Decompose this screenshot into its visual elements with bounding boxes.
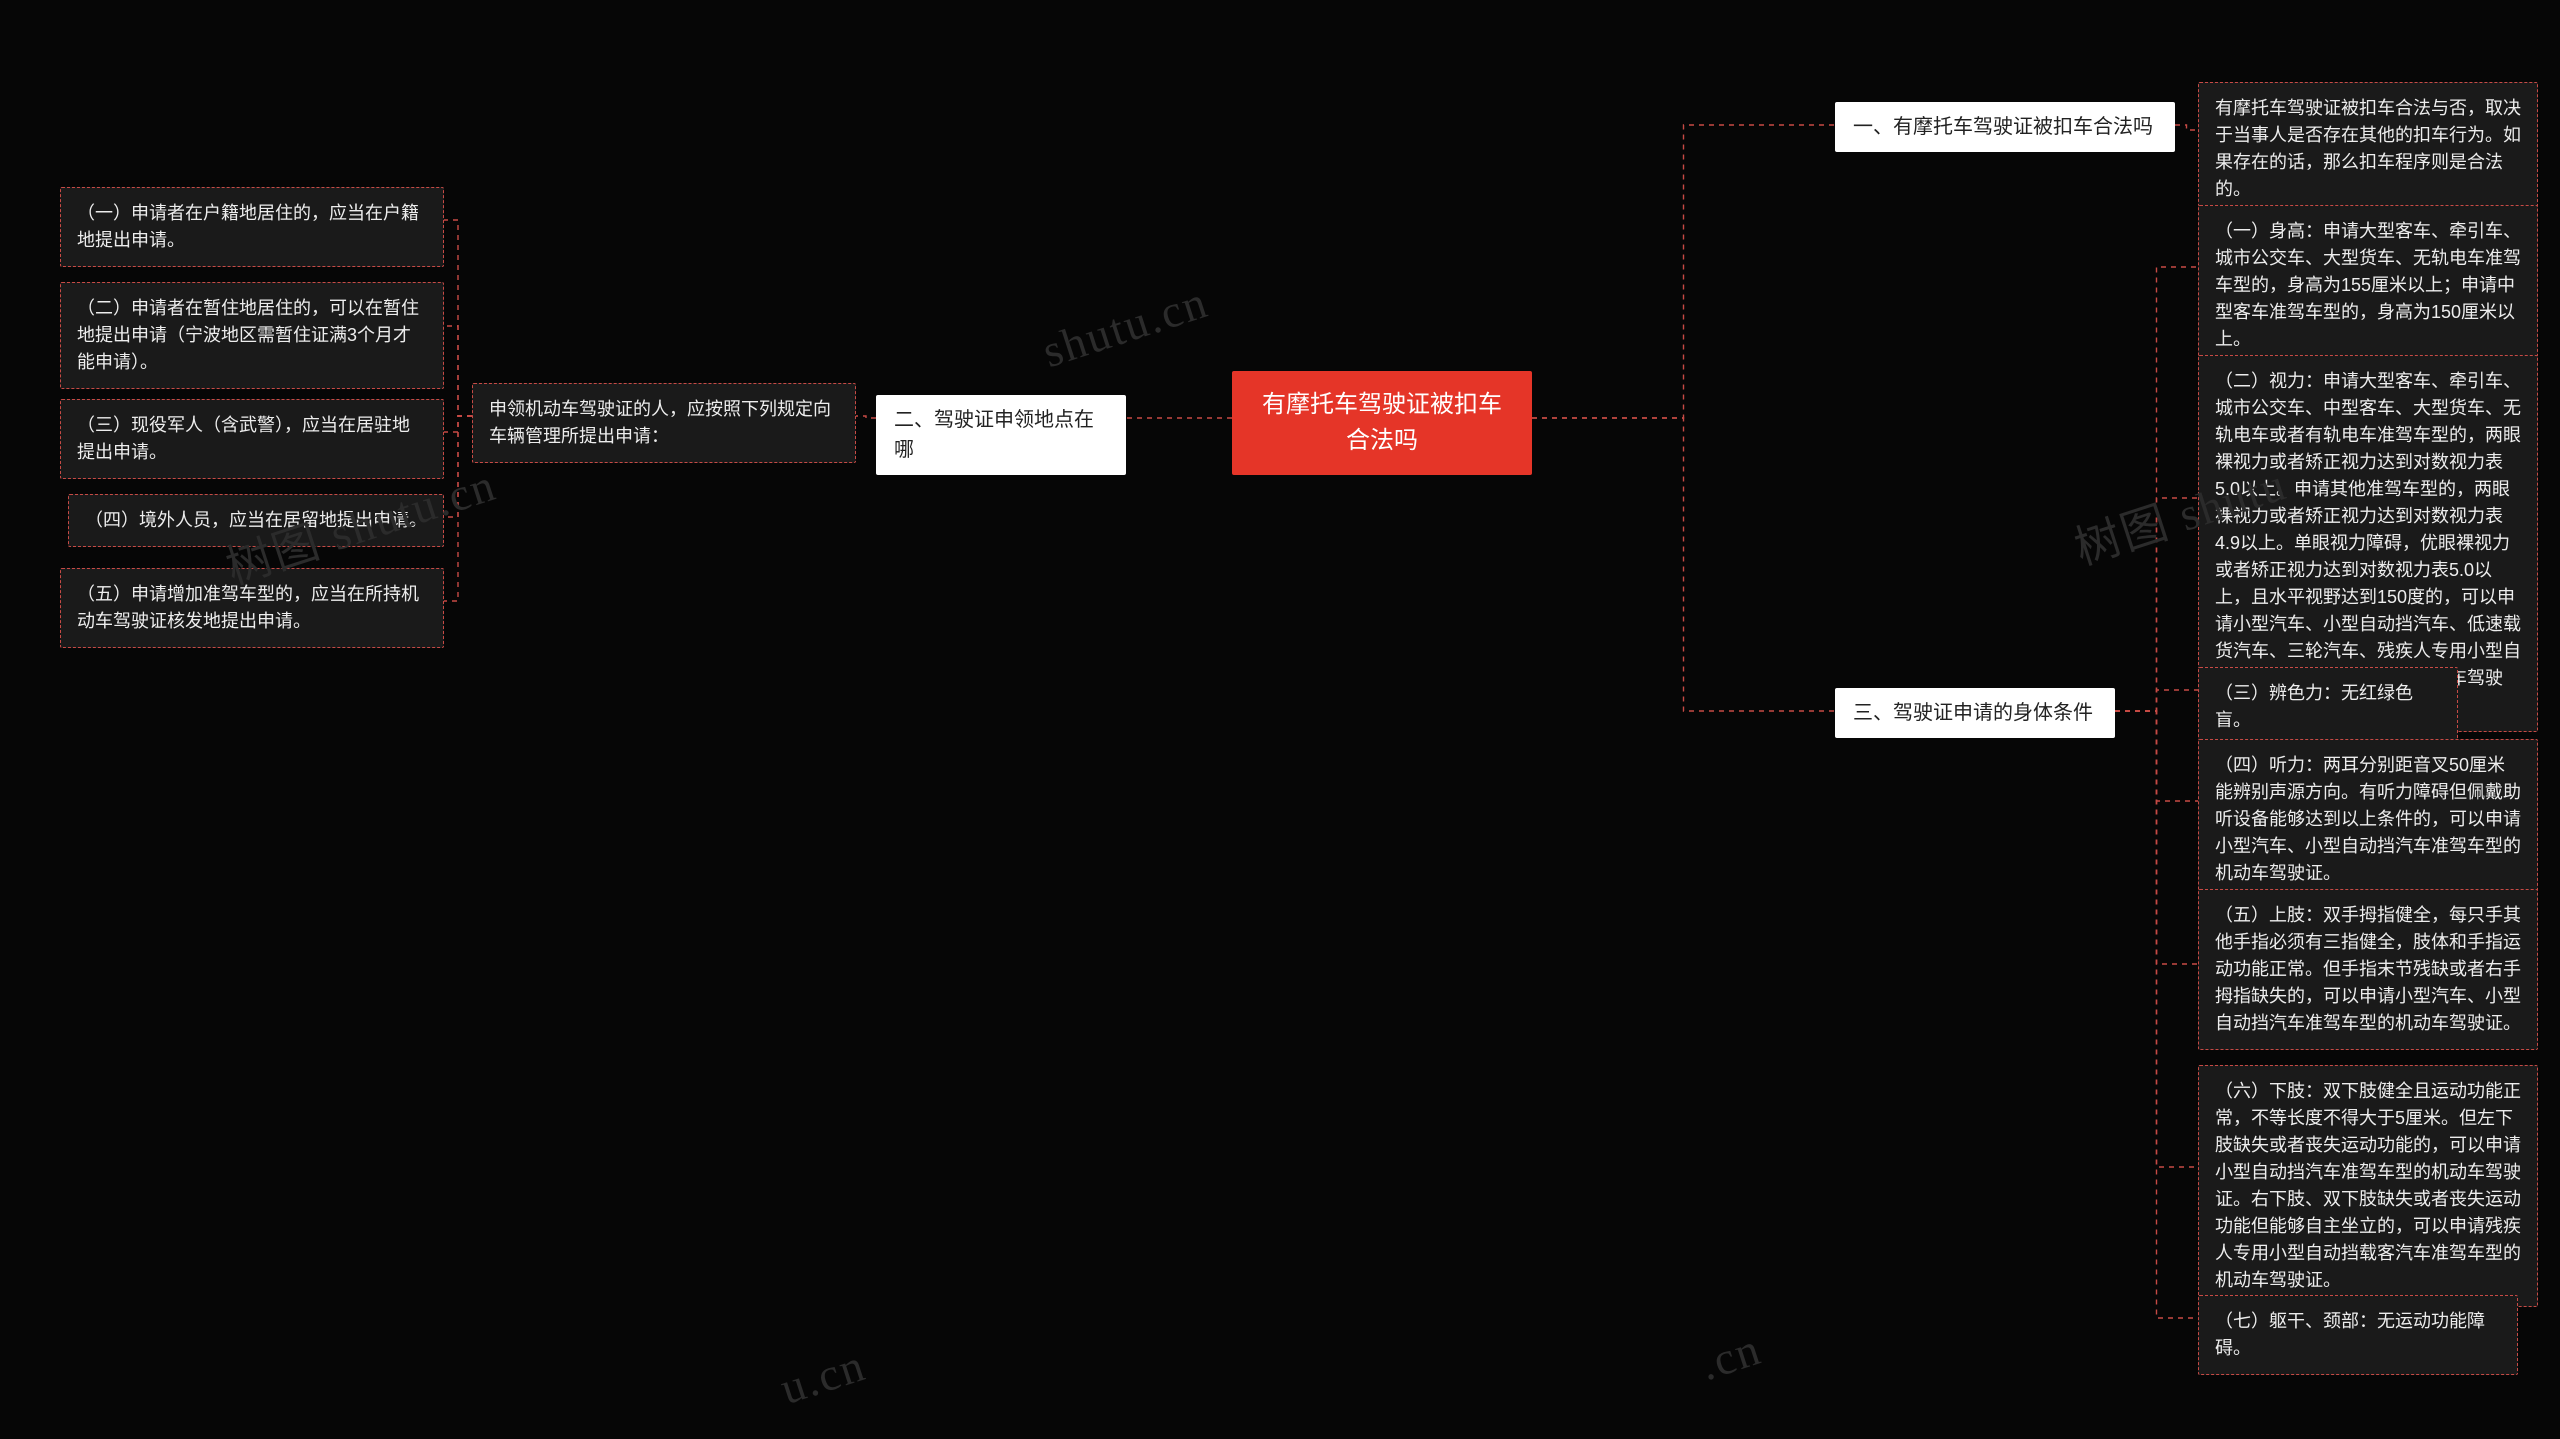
branch-b3: 三、驾驶证申请的身体条件	[1835, 688, 2115, 738]
leaf-b2c4: （四）境外人员，应当在居留地提出申请。	[68, 494, 444, 547]
leaf-b3c7: （七）躯干、颈部：无运动功能障碍。	[2198, 1295, 2518, 1375]
leaf-b2c5: （五）申请增加准驾车型的，应当在所持机动车驾驶证核发地提出申请。	[60, 568, 444, 648]
leaf-b2c3: （三）现役军人（含武警），应当在居驻地提出申请。	[60, 399, 444, 479]
leaf-b3c6: （六）下肢：双下肢健全且运动功能正常，不等长度不得大于5厘米。但左下肢缺失或者丧…	[2198, 1065, 2538, 1307]
leaf-b2c2: （二）申请者在暂住地居住的，可以在暂住地提出申请（宁波地区需暂住证满3个月才能申…	[60, 282, 444, 389]
leaf-b1c1: 有摩托车驾驶证被扣车合法与否，取决于当事人是否存在其他的扣车行为。如果存在的话，…	[2198, 82, 2538, 216]
branch-b2: 二、驾驶证申领地点在哪	[876, 395, 1126, 475]
watermark: u.cn	[774, 1338, 872, 1415]
leaf-b2c0: 申领机动车驾驶证的人，应按照下列规定向车辆管理所提出申请：	[472, 383, 856, 463]
branch-b1: 一、有摩托车驾驶证被扣车合法吗	[1835, 102, 2175, 152]
leaf-b2c1: （一）申请者在户籍地居住的，应当在户籍地提出申请。	[60, 187, 444, 267]
watermark: shutu.cn	[1036, 275, 1215, 378]
leaf-b3c1: （一）身高：申请大型客车、牵引车、城市公交车、大型货车、无轨电车准驾车型的，身高…	[2198, 205, 2538, 366]
leaf-b3c3: （三）辨色力：无红绿色盲。	[2198, 667, 2458, 747]
leaf-b3c5: （五）上肢：双手拇指健全，每只手其他手指必须有三指健全，肢体和手指运动功能正常。…	[2198, 889, 2538, 1050]
root-node: 有摩托车驾驶证被扣车合法吗	[1232, 371, 1532, 475]
leaf-b3c4: （四）听力：两耳分别距音叉50厘米能辨别声源方向。有听力障碍但佩戴助听设备能够达…	[2198, 739, 2538, 900]
watermark: .cn	[1693, 1322, 1767, 1391]
